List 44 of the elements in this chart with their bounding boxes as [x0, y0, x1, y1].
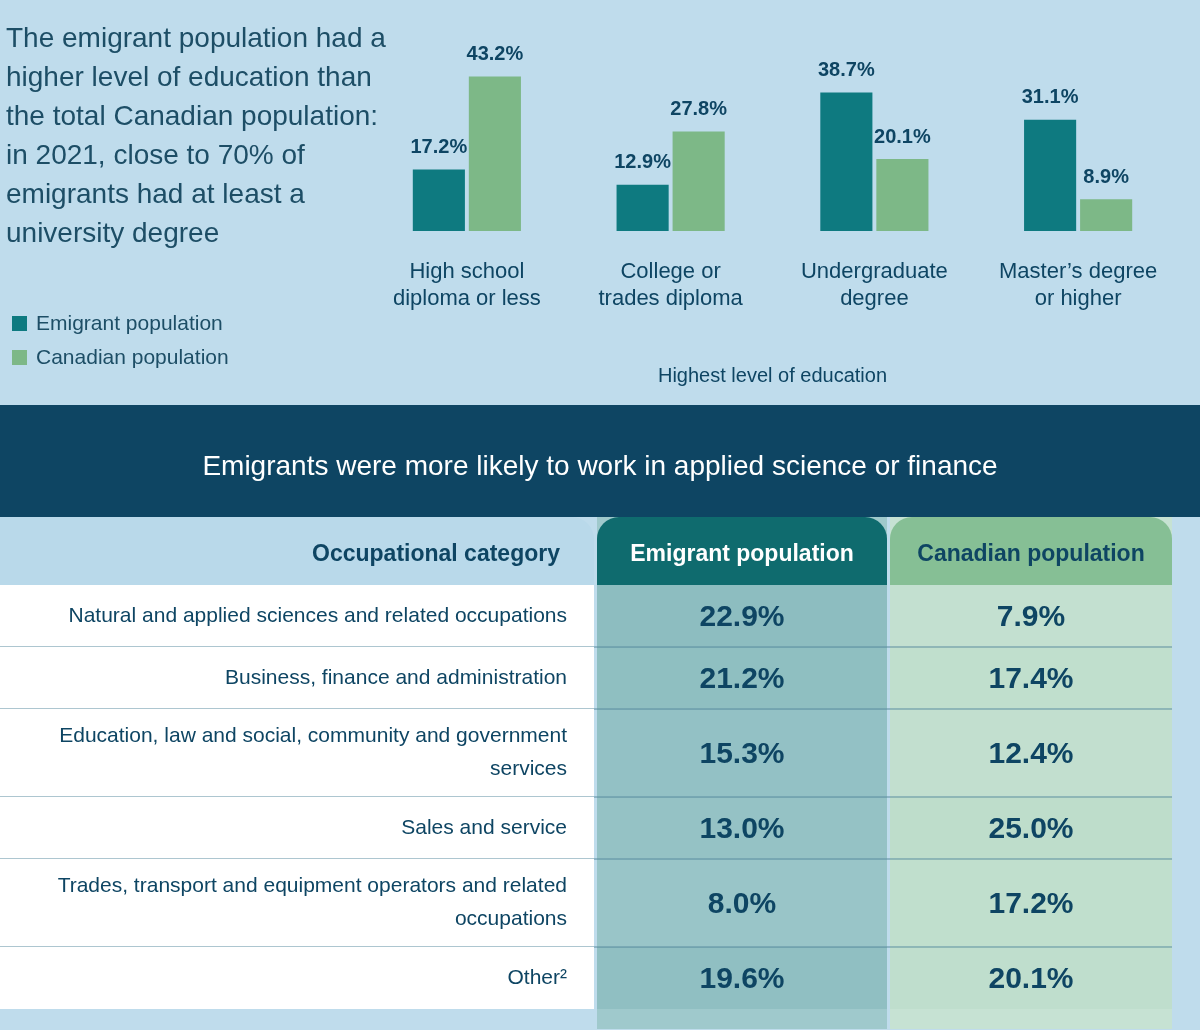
bar: [672, 131, 725, 231]
data-label: 17.2%: [988, 886, 1074, 920]
data-label: 12.4%: [988, 736, 1074, 770]
y-tick-label: Education, law and social, community and government services: [59, 723, 568, 780]
x-tick-label: Master’s degree or higher: [999, 258, 1158, 310]
data-label: 17.4%: [988, 661, 1074, 695]
bar: [876, 159, 929, 231]
data-label: 25.0%: [988, 811, 1074, 845]
x-tick-label: High school diploma or less: [392, 258, 541, 310]
data-label: 8.0%: [707, 886, 777, 920]
data-label: 8.9%: [1083, 164, 1130, 187]
x-tick-label: Undergraduate degree: [800, 258, 948, 310]
x-axis-title: Highest level of education: [657, 363, 888, 386]
y-tick-label: Natural and applied sciences and related occupations: [68, 602, 567, 626]
data-label: 20.1%: [988, 961, 1074, 995]
data-label: 19.6%: [699, 961, 785, 995]
y-tick-label: Other²: [507, 964, 567, 988]
data-label: 12.9%: [614, 150, 672, 173]
y-tick-label: Sales and service: [401, 814, 567, 838]
legend-label: Emigrant population: [35, 310, 224, 336]
bar: [820, 92, 873, 231]
bar: [412, 169, 465, 231]
chart-title: Emigrants were more likely to work in applied science or finance: [202, 449, 998, 481]
bar: [1024, 119, 1077, 231]
text: The emigrant population had a higher level of education than the total Canadian population: in 2021, close to 70% of emigrants had at least a university degree: [6, 21, 387, 250]
y-tick-label: Trades, transport and equipment operators and related occupations: [57, 873, 567, 930]
data-label: 22.9%: [699, 599, 785, 633]
y-axis-title: Occupational category: [312, 540, 561, 567]
data-label: 20.1%: [874, 124, 931, 147]
y-tick-label: Business, finance and administration: [224, 664, 567, 688]
data-label: 31.1%: [1021, 85, 1079, 108]
data-label: 7.9%: [996, 599, 1066, 633]
data-label: 43.2%: [466, 41, 524, 64]
data-label: 15.3%: [699, 736, 785, 770]
legend-label: Canadian population: [35, 344, 229, 370]
bar: [1080, 199, 1133, 231]
data-label: 21.2%: [699, 661, 785, 695]
data-label: 27.8%: [670, 97, 728, 120]
bar: [468, 76, 521, 231]
data-label: 17.2%: [410, 134, 468, 157]
data-label: 13.0%: [699, 811, 785, 845]
data-label: 38.7%: [818, 58, 875, 81]
bar: [616, 184, 669, 231]
x-tick-label: College or trades diploma: [598, 258, 744, 310]
